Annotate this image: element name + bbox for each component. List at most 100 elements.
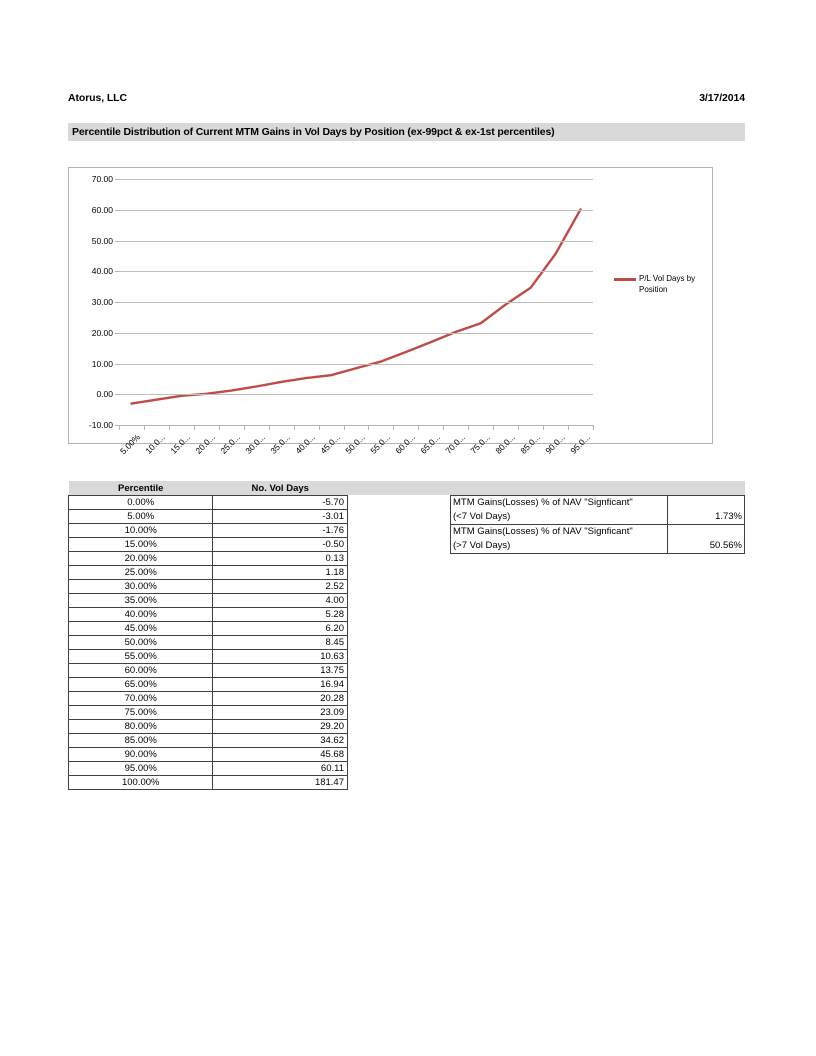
table-row: 40.00% 5.28	[67, 607, 348, 622]
cell-no-vol-days: 23.09	[212, 705, 348, 720]
report-date: 3/17/2014	[699, 92, 745, 104]
y-tick-mark	[115, 240, 119, 242]
x-axis-label: 40.0...	[293, 432, 318, 456]
x-tick-mark	[318, 425, 320, 430]
column-header-no-vol-days: No. Vol Days	[212, 481, 348, 496]
x-tick-mark	[119, 425, 120, 430]
x-axis-label: 65.0...	[418, 432, 442, 456]
summary-label: MTM Gains(Losses) % of NAV "Signficant" …	[449, 495, 669, 525]
gridline-70-00	[119, 179, 593, 180]
cell-percentile: 95.00%	[67, 761, 214, 776]
cell-no-vol-days: 16.94	[212, 677, 348, 692]
x-tick-mark	[593, 425, 594, 430]
summary-value: 1.73%	[667, 495, 745, 525]
cell-percentile: 20.00%	[67, 551, 214, 566]
y-tick-mark	[115, 363, 119, 365]
x-axis-label: 25.0...	[218, 432, 243, 456]
chart-series-line	[130, 208, 582, 405]
x-tick-mark	[218, 425, 220, 430]
cell-percentile: 100.00%	[67, 775, 214, 790]
table-row: 35.00% 4.00	[67, 593, 348, 608]
gridline-40-00	[119, 271, 593, 273]
table-row: 10.00% -1.76	[67, 523, 348, 538]
x-tick-mark	[518, 425, 520, 430]
x-axis-label: 50.0...	[343, 432, 368, 456]
y-tick-mark	[115, 332, 119, 334]
x-axis-label: 10.0...	[143, 432, 168, 456]
x-tick-mark	[418, 425, 420, 430]
summary-box: MTM Gains(Losses) % of NAV "Signficant" …	[449, 495, 745, 554]
y-axis-label: 10.00	[91, 358, 113, 369]
cell-percentile: 0.00%	[67, 495, 214, 510]
x-tick-mark	[268, 425, 270, 430]
table-row: 85.00% 34.62	[67, 733, 348, 748]
table-row: 55.00% 10.63	[67, 649, 348, 664]
x-tick-mark	[293, 425, 295, 430]
x-axis-label: 20.0...	[193, 432, 218, 456]
cell-percentile: 70.00%	[67, 691, 214, 706]
y-tick-mark	[115, 271, 119, 273]
cell-no-vol-days: 1.18	[212, 565, 348, 580]
cell-percentile: 25.00%	[67, 565, 214, 580]
gridline--10-00	[119, 425, 593, 426]
cell-no-vol-days: 0.13	[212, 551, 348, 566]
summary-row: MTM Gains(Losses) % of NAV "Signficant" …	[449, 495, 745, 525]
gridline-50-00	[119, 240, 593, 242]
cell-percentile: 65.00%	[67, 677, 214, 692]
summary-box-body: MTM Gains(Losses) % of NAV "Signficant" …	[449, 495, 745, 554]
cell-percentile: 60.00%	[67, 663, 214, 678]
gridline-10-00	[119, 363, 593, 365]
cell-percentile: 35.00%	[67, 593, 214, 608]
table-row: 70.00% 20.28	[67, 691, 348, 706]
gridline-0-00	[119, 394, 593, 396]
x-axis-label: 80.0...	[492, 432, 517, 456]
table-header-band-filler	[348, 481, 745, 495]
cell-percentile: 85.00%	[67, 733, 214, 748]
x-axis-label: 45.0...	[318, 432, 343, 456]
x-tick-mark	[168, 425, 170, 430]
column-header-percentile: Percentile	[68, 481, 213, 496]
table-row: 60.00% 13.75	[67, 663, 348, 678]
cell-percentile: 40.00%	[67, 607, 214, 622]
gridline-30-00	[119, 302, 593, 303]
table-row: 20.00% 0.13	[67, 551, 348, 566]
y-tick-mark	[115, 394, 119, 396]
cell-percentile: 50.00%	[67, 635, 214, 650]
cell-percentile: 75.00%	[67, 705, 214, 720]
x-axis-label: 15.0...	[168, 432, 193, 456]
cell-no-vol-days: 45.68	[212, 747, 348, 762]
cell-no-vol-days: 8.45	[212, 635, 348, 650]
report-header: Atorus, LLC 3/17/2014	[68, 90, 745, 106]
table-row: 30.00% 2.52	[67, 579, 348, 594]
x-tick-mark	[568, 425, 570, 430]
x-axis-label: 70.0...	[443, 432, 467, 456]
table-row: 90.00% 45.68	[67, 747, 348, 762]
cell-no-vol-days: 181.47	[212, 775, 348, 790]
y-axis-label: 20.00	[91, 327, 113, 338]
cell-percentile: 45.00%	[67, 621, 214, 636]
table-row: 75.00% 23.09	[67, 705, 348, 720]
x-tick-mark	[243, 425, 245, 430]
legend-label-pl-vol-days: P/L Vol Days by Position	[639, 274, 696, 294]
cell-percentile: 80.00%	[67, 719, 214, 734]
x-axis-label: 75.0...	[468, 432, 492, 456]
x-axis-label: 30.0...	[243, 432, 268, 456]
table-row: 15.00% -0.50	[67, 537, 348, 552]
cell-percentile: 15.00%	[67, 537, 214, 552]
x-axis-label: 95.0...	[567, 432, 592, 456]
chart-legend: P/L Vol Days by Position	[614, 273, 710, 295]
x-tick-mark	[543, 425, 545, 430]
table-row: 5.00% -3.01	[67, 509, 348, 524]
cell-percentile: 90.00%	[67, 747, 214, 762]
percentile-table: Percentile No. Vol Days 0.00% -5.70 5.00% -…	[67, 481, 348, 790]
x-tick-mark	[143, 425, 145, 430]
cell-no-vol-days: 6.20	[212, 621, 348, 636]
y-tick-mark	[115, 209, 119, 211]
cell-percentile: 30.00%	[67, 579, 214, 594]
y-axis-label: 50.00	[91, 235, 113, 246]
y-axis-label: 30.00	[91, 297, 113, 307]
x-axis-label: 90.0...	[542, 432, 567, 456]
table-row: 0.00% -5.70	[67, 495, 348, 510]
cell-no-vol-days: 34.62	[212, 733, 348, 748]
x-tick-mark	[393, 425, 395, 430]
